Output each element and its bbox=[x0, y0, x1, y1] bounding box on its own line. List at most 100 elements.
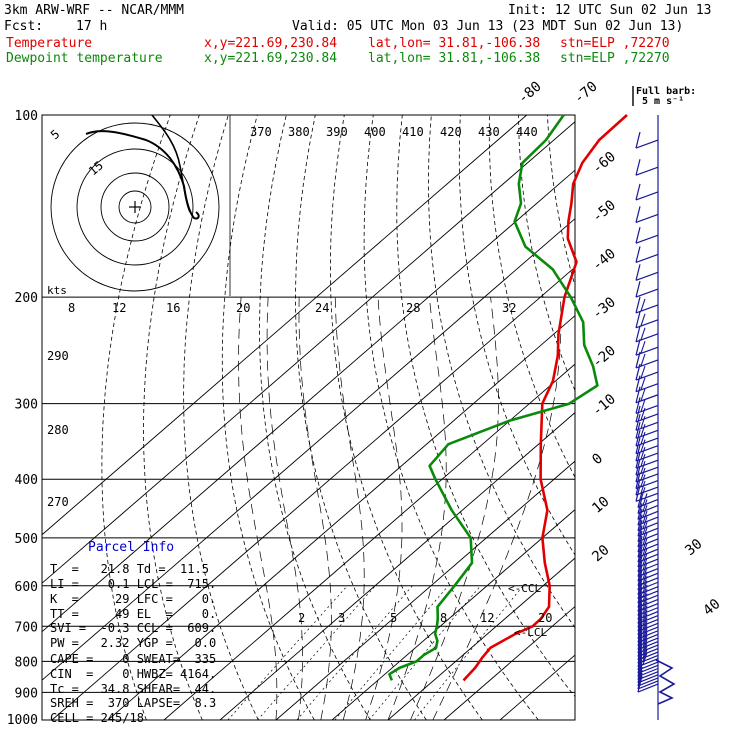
background-lines bbox=[41, 114, 740, 721]
wind-barb bbox=[635, 159, 659, 176]
mixing-ratio-label-lower: 20 bbox=[538, 611, 552, 625]
parcel-row: CIN = 0 HWBZ= 4164. bbox=[50, 667, 217, 681]
wind-barb-flag bbox=[637, 633, 643, 650]
wind-barb-staff bbox=[635, 404, 659, 414]
wind-barb-flag bbox=[640, 460, 646, 474]
wind-barb bbox=[635, 478, 659, 496]
isotherm-label: 0 bbox=[589, 451, 606, 469]
wind-barb-flag bbox=[642, 609, 648, 622]
wind-barb-staff bbox=[635, 288, 659, 298]
wind-barb-staff bbox=[637, 683, 659, 693]
wind-barb bbox=[637, 675, 659, 693]
wind-barb-flag bbox=[635, 351, 641, 369]
moist-adiabat bbox=[365, 297, 403, 720]
dewpoint-line bbox=[388, 114, 599, 681]
parcel-row: TT = 49 EL = 0. bbox=[50, 607, 217, 621]
theta-label: 380 bbox=[288, 125, 310, 139]
wind-barb-staff bbox=[635, 394, 659, 404]
wind-barb-flag bbox=[640, 424, 646, 437]
dry-adiabat bbox=[396, 115, 575, 698]
wind-barb-flag bbox=[640, 298, 646, 312]
isotherm-line bbox=[331, 509, 575, 720]
wind-barb-flag bbox=[642, 548, 648, 561]
pressure-tick-label: 1000 bbox=[7, 713, 38, 728]
dewpoint-latlon: lat,lon= 31.81,-106.38 bbox=[368, 51, 541, 66]
wind-barb-staff bbox=[635, 429, 659, 439]
dry-adiabat bbox=[458, 115, 575, 556]
wind-barb-flag bbox=[637, 587, 643, 604]
isotherm-line bbox=[219, 412, 575, 720]
hodograph-ring bbox=[118, 190, 152, 224]
wind-barb-flag bbox=[635, 264, 641, 281]
mixing-ratio-line bbox=[227, 585, 348, 720]
pressure-tick-label: 300 bbox=[15, 398, 38, 413]
wind-barb bbox=[635, 422, 659, 439]
isotherm-line bbox=[387, 557, 575, 720]
theta-e-label: 290 bbox=[47, 349, 69, 363]
parcel-row: PW = 2.32 YGP = 0.0 bbox=[50, 636, 217, 650]
barb-key-value: 5 m s⁻¹ bbox=[642, 96, 684, 107]
wind-barb-flag bbox=[635, 478, 641, 496]
wind-barb-flag bbox=[642, 499, 648, 512]
parcel-row: CAPE = 0 SWEAT= 335 bbox=[50, 652, 217, 666]
hodograph-trace-upper bbox=[151, 114, 191, 213]
wind-barb-flag bbox=[642, 642, 648, 655]
pressure-tick-label: 700 bbox=[15, 620, 38, 635]
wind-barb-flag bbox=[642, 567, 648, 580]
wind-barb-flag bbox=[637, 640, 643, 657]
wind-barb-flag bbox=[637, 591, 643, 608]
wind-barb-flag bbox=[642, 605, 648, 618]
wind-barb-flag bbox=[635, 414, 641, 431]
wind-barb-flag bbox=[637, 663, 643, 680]
wind-barb-staff bbox=[637, 674, 659, 684]
wind-barb-flag bbox=[637, 669, 643, 687]
wind-barb-flag bbox=[640, 446, 646, 460]
wind-barb-flag bbox=[637, 508, 643, 526]
wind-barb bbox=[635, 325, 659, 343]
pressure-tick-label: 900 bbox=[15, 686, 38, 701]
isotherm-label: -50 bbox=[589, 197, 619, 226]
wind-barb-flag bbox=[642, 635, 648, 648]
wind-barb-flag bbox=[637, 525, 643, 542]
moist-adiabat bbox=[266, 297, 303, 720]
wind-barb-flag bbox=[637, 607, 643, 624]
dewpoint-xy: x,y=221.69,230.84 bbox=[204, 51, 338, 66]
mixing-ratio-label-lower: 12 bbox=[480, 611, 494, 625]
wind-barb-flag bbox=[637, 497, 643, 514]
wind-barb bbox=[635, 131, 659, 149]
hodograph-ring bbox=[100, 172, 170, 242]
wind-barb-flag bbox=[642, 493, 648, 506]
wind-barb-flag bbox=[642, 597, 648, 610]
profile-series bbox=[388, 114, 628, 682]
dry-adiabat bbox=[518, 115, 575, 392]
wind-barb-flag bbox=[640, 353, 646, 367]
wind-barb-flag bbox=[642, 552, 648, 566]
pressure-tick-label: 500 bbox=[15, 532, 38, 547]
mixing-ratio-line bbox=[257, 585, 376, 720]
wind-barb-staff bbox=[635, 191, 659, 201]
wind-barb-flag bbox=[642, 601, 648, 614]
wind-barb bbox=[637, 669, 659, 687]
theta-e-label: 270 bbox=[47, 495, 69, 509]
wind-barb-flag bbox=[637, 611, 643, 628]
theta-label: 410 bbox=[402, 125, 424, 139]
wind-barb-flag bbox=[642, 620, 648, 634]
wind-barb-flag bbox=[637, 550, 643, 568]
wind-barb bbox=[637, 672, 659, 690]
dry-adiabat bbox=[663, 115, 740, 720]
pressure-tick-label: 200 bbox=[15, 291, 38, 306]
theta-e-label: 280 bbox=[47, 423, 69, 437]
pressure-tick-label: 800 bbox=[15, 655, 38, 670]
isotherm-label: -40 bbox=[589, 246, 619, 275]
wind-barb-flag bbox=[642, 631, 648, 645]
mixing-ratio-label: 28 bbox=[406, 301, 420, 315]
wind-barb bbox=[635, 414, 659, 431]
isotherm-label: -30 bbox=[589, 294, 619, 323]
isotherm-label: 20 bbox=[589, 542, 612, 565]
wind-barb bbox=[635, 183, 659, 201]
wind-barb-flag bbox=[642, 571, 648, 584]
wind-barb-staff bbox=[635, 413, 659, 423]
wind-barb-staff bbox=[637, 677, 659, 687]
wind-barb-flag bbox=[640, 327, 646, 341]
